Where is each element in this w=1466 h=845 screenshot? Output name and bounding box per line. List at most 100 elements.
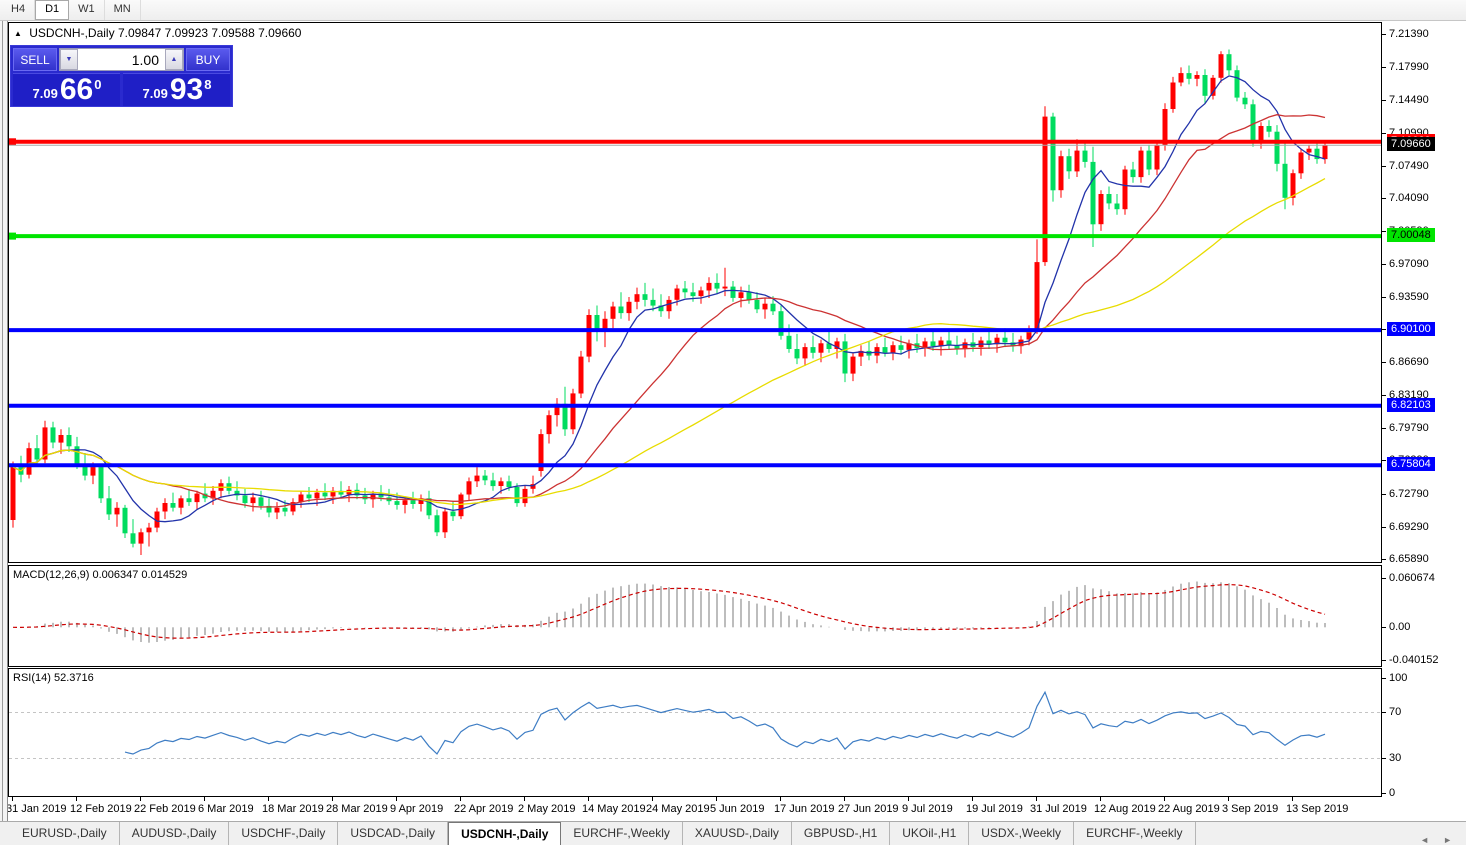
rsi-axis-tick-label: 30 (1389, 752, 1402, 764)
timeframe-toolbar: H4 D1 W1 MN (0, 0, 1466, 21)
date-axis-tick (844, 797, 845, 801)
buy-price-prefix: 7.09 (142, 86, 168, 101)
chart-tab-usdchf-daily[interactable]: USDCHF-,Daily (229, 822, 339, 845)
price-chart-canvas[interactable] (9, 23, 1381, 562)
date-axis-tick-label: 24 May 2019 (646, 803, 710, 815)
price-axis-tick (1382, 133, 1386, 134)
sell-price-sup: 0 (94, 77, 102, 92)
price-axis: 7.21390 7.17990 7.14490 7.10990 7.07490 7.040… (1382, 0, 1466, 845)
tab-scroll-right-icon[interactable]: ► (1443, 835, 1452, 845)
chart-tab-ukoil-h1[interactable]: UKOil-,H1 (890, 822, 970, 845)
price-axis-tick (1382, 494, 1386, 495)
macd-axis-tick-label: 0.00 (1389, 621, 1411, 633)
price-axis-tick (1382, 460, 1386, 461)
ma-line-8 (12, 75, 1326, 523)
date-axis-tick (1100, 797, 1101, 801)
macd-canvas (12, 581, 1326, 643)
date-axis-tick-label: 3 Sep 2019 (1222, 803, 1279, 815)
sell-price-display[interactable]: 7.09 66 0 (13, 73, 120, 106)
chart-tab-eurchf-weekly[interactable]: EURCHF-,Weekly (561, 822, 683, 845)
timeframe-button-group: H4 D1 W1 MN (0, 0, 1466, 20)
rsi-axis-tick (1382, 678, 1386, 679)
timeframe-button-mn[interactable]: MN (105, 0, 141, 20)
price-axis-tick (1382, 362, 1386, 363)
macd-axis-tick (1382, 627, 1386, 628)
date-axis-tick-label: 28 Mar 2019 (326, 803, 388, 815)
macd-axis-tick-label: -0.040152 (1389, 654, 1439, 666)
rsi-axis-tick-label: 70 (1389, 706, 1402, 718)
date-axis-tick-label: 6 Mar 2019 (198, 803, 254, 815)
date-axis-tick-label: 31 Jan 2019 (8, 803, 67, 815)
sell-button[interactable]: SELL (13, 48, 57, 71)
sell-price-big: 66 (59, 73, 94, 106)
volume-input[interactable] (78, 49, 165, 70)
date-axis-tick-label: 22 Aug 2019 (1158, 803, 1220, 815)
date-axis-tick (588, 797, 589, 801)
buy-button[interactable]: BUY (186, 48, 230, 71)
date-axis-tick (780, 797, 781, 801)
rsi-axis-tick (1382, 758, 1386, 759)
date-axis-tick (332, 797, 333, 801)
chart-tab-usdcad-daily[interactable]: USDCAD-,Daily (338, 822, 449, 845)
buy-price-display[interactable]: 7.09 93 8 (123, 73, 230, 106)
timeframe-button-d1[interactable]: D1 (35, 0, 70, 20)
price-axis-tick (1382, 329, 1386, 330)
chart-symbol-label: USDCNH-,Daily (29, 26, 115, 40)
macd-axis-tick-label: 0.060674 (1389, 572, 1435, 584)
date-axis-tick (204, 797, 205, 801)
chart-tab-gbpusd-h1[interactable]: GBPUSD-,H1 (792, 822, 891, 845)
date-axis-tick (460, 797, 461, 801)
date-axis-tick-label: 18 Mar 2019 (262, 803, 324, 815)
price-level-label-6.82103: 6.82103 (1387, 398, 1435, 412)
date-axis-tick (524, 797, 525, 801)
date-axis-tick (1164, 797, 1165, 801)
rsi-axis-tick-label: 100 (1389, 672, 1408, 684)
macd-axis-tick (1382, 660, 1386, 661)
rsi-pane[interactable] (8, 668, 1382, 797)
candles-group (10, 49, 1328, 555)
price-axis-tick-label: 6.69290 (1389, 521, 1429, 533)
price-axis-tick-label: 6.72790 (1389, 488, 1429, 500)
price-axis-tick (1382, 231, 1386, 232)
price-axis-tick-label: 6.65890 (1389, 553, 1429, 565)
date-axis-tick (1036, 797, 1037, 801)
chart-tab-eurchf-weekly[interactable]: EURCHF-,Weekly (1074, 822, 1196, 845)
timeframe-button-w1[interactable]: W1 (69, 0, 105, 20)
price-axis-tick (1382, 166, 1386, 167)
macd-indicator-label: MACD(12,26,9) 0.006347 0.014529 (13, 569, 188, 581)
date-axis-tick-label: 14 May 2019 (582, 803, 646, 815)
chart-tab-xauusd-daily[interactable]: XAUUSD-,Daily (683, 822, 792, 845)
hline-handle (9, 138, 16, 146)
chart-tab-usdx-weekly[interactable]: USDX-,Weekly (969, 822, 1075, 845)
volume-decrease-button[interactable]: ▼ (60, 49, 78, 70)
macd-pane[interactable] (8, 565, 1382, 667)
date-axis-tick (140, 797, 141, 801)
price-axis-tick-label: 6.79790 (1389, 422, 1429, 434)
chart-tab-usdcnh-daily[interactable]: USDCNH-,Daily (448, 822, 562, 845)
volume-spinner: ▼ ▲ (59, 48, 184, 71)
date-axis-tick-label: 22 Feb 2019 (134, 803, 196, 815)
price-chart-pane[interactable] (8, 22, 1382, 563)
ma-line-20 (12, 114, 1326, 508)
macd-signal-line (12, 583, 1326, 639)
price-axis-tick (1382, 395, 1386, 396)
date-axis-tick (908, 797, 909, 801)
date-axis-tick-label: 22 Apr 2019 (454, 803, 514, 815)
buy-price-big: 93 (169, 73, 204, 106)
chart-ohlc-quote: 7.09847 7.09923 7.09588 7.09660 (117, 26, 302, 40)
date-axis-tick-label: 12 Feb 2019 (70, 803, 132, 815)
timeframe-button-h4[interactable]: H4 (2, 0, 36, 20)
price-axis-tick (1382, 559, 1386, 560)
chart-tab-audusd-daily[interactable]: AUDUSD-,Daily (120, 822, 230, 845)
chart-tab-eurusd-daily[interactable]: EURUSD-,Daily (10, 822, 120, 845)
date-axis-tick-label: 31 Jul 2019 (1030, 803, 1087, 815)
price-axis-tick (1382, 428, 1386, 429)
price-axis-tick (1382, 34, 1386, 35)
date-axis-tick (652, 797, 653, 801)
tab-scroll-left-icon[interactable]: ◄ (1420, 835, 1430, 845)
date-axis-tick (716, 797, 717, 801)
collapse-triangle-icon[interactable]: ▲ (14, 29, 22, 38)
volume-increase-button[interactable]: ▲ (165, 49, 183, 70)
price-axis-tick (1382, 264, 1386, 265)
